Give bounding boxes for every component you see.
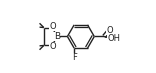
Text: B: B <box>54 32 60 41</box>
Text: O: O <box>49 22 56 31</box>
Text: O: O <box>106 26 113 35</box>
Text: OH: OH <box>107 34 120 43</box>
Text: F: F <box>72 53 77 62</box>
Text: O: O <box>49 42 56 51</box>
